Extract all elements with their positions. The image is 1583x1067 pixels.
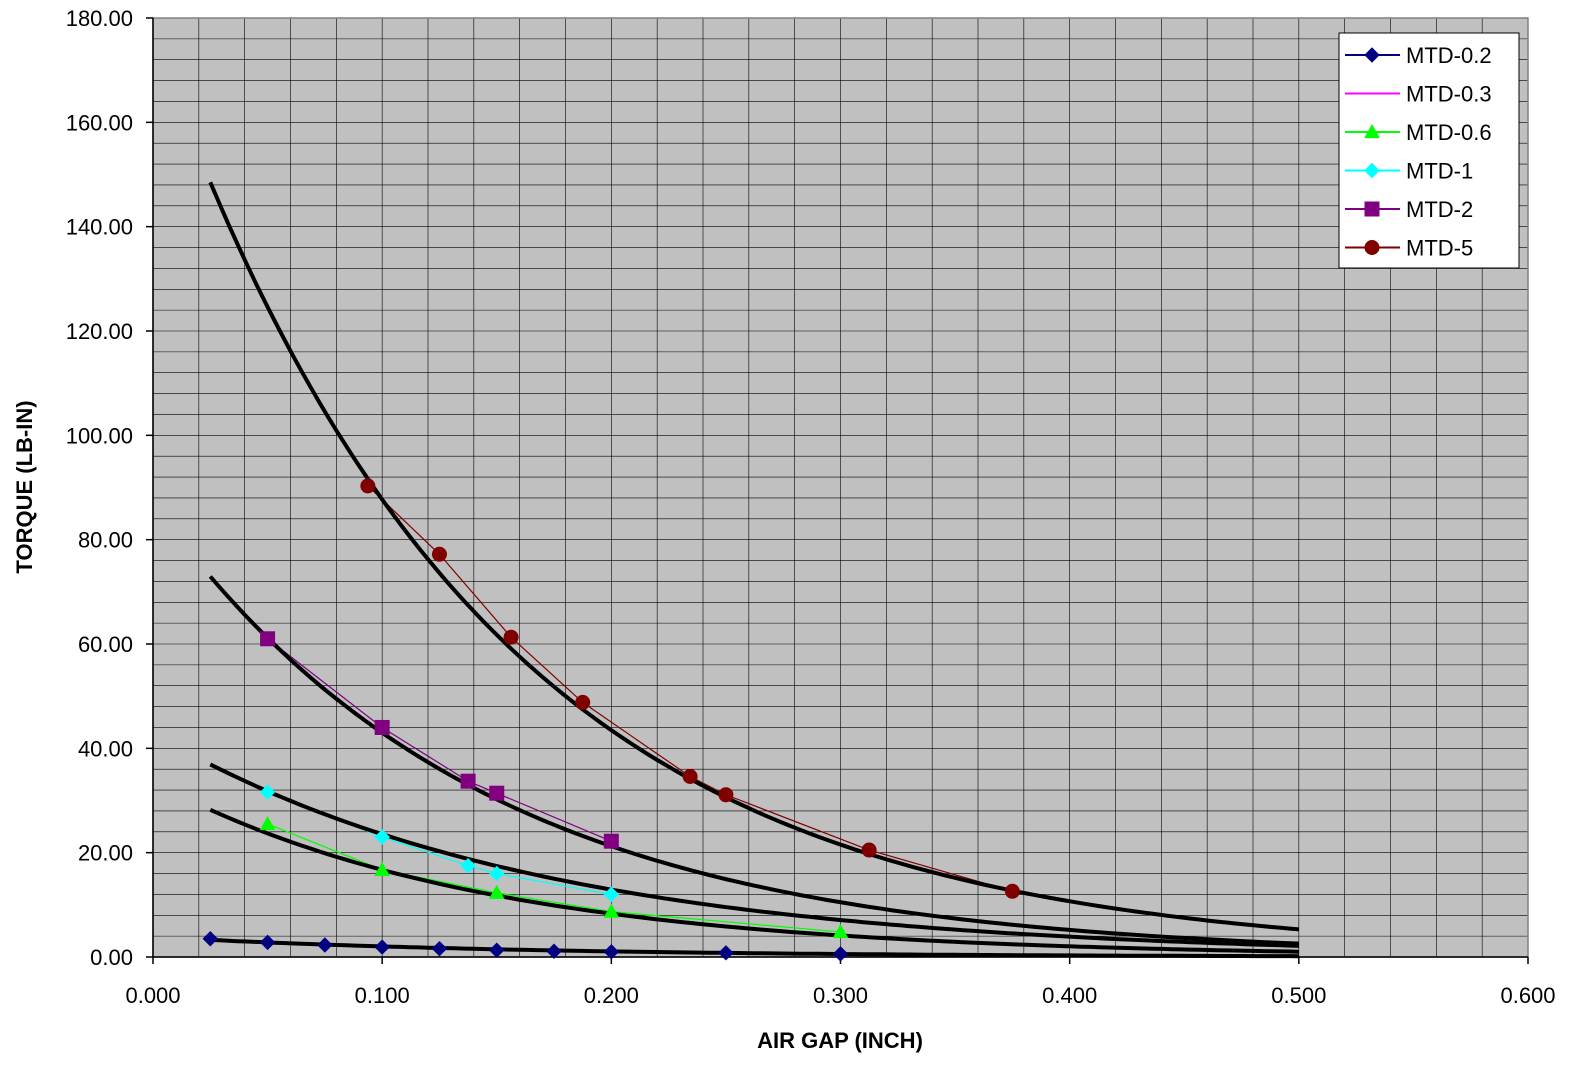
x-axis-title: AIR GAP (INCH) xyxy=(757,1028,923,1053)
data-point xyxy=(488,884,505,899)
data-point xyxy=(460,858,476,874)
data-point xyxy=(603,903,620,918)
data-point xyxy=(832,923,849,939)
series-line xyxy=(367,485,1013,892)
trendlines xyxy=(208,181,1299,959)
y-tick-label: 140.00 xyxy=(66,215,133,240)
legend-marker xyxy=(1364,240,1380,255)
x-axis-ticks: 0.000 0.100 0.200 0.300 0.400 0.500 0.600 xyxy=(125,957,1556,1008)
data-point xyxy=(718,945,734,961)
legend-label: MTD-0.6 xyxy=(1406,120,1492,145)
legend-marker xyxy=(1364,47,1380,63)
trendline xyxy=(209,762,1299,948)
y-tick-label: 40.00 xyxy=(78,736,133,761)
data-point xyxy=(489,785,505,801)
x-tick-label: 0.000 xyxy=(125,983,180,1008)
data-point xyxy=(460,773,476,789)
trendline xyxy=(209,807,1299,954)
legend-label: MTD-5 xyxy=(1406,236,1473,261)
legend-label: MTD-0.3 xyxy=(1406,82,1492,107)
y-tick-label: 180.00 xyxy=(66,6,133,31)
legend-marker xyxy=(1364,201,1380,217)
data-point xyxy=(575,694,591,710)
data-point xyxy=(682,769,698,785)
y-tick-label: 160.00 xyxy=(66,110,133,135)
y-tick-label: 80.00 xyxy=(78,528,133,553)
trendline xyxy=(210,937,1299,959)
data-point xyxy=(260,631,276,647)
x-tick-label: 0.200 xyxy=(584,983,639,1008)
data-point xyxy=(374,939,390,955)
data-point xyxy=(603,886,620,903)
data-point xyxy=(431,546,447,562)
data-point xyxy=(489,942,505,958)
data-markers xyxy=(202,478,1020,962)
data-point xyxy=(1004,883,1020,899)
legend-marker xyxy=(1364,123,1380,139)
data-point xyxy=(503,629,519,645)
x-tick-label: 0.300 xyxy=(813,983,868,1008)
data-point xyxy=(259,784,276,800)
data-point xyxy=(317,937,333,953)
data-point xyxy=(546,943,562,959)
y-axis-title: TORQUE (LB-IN) xyxy=(12,400,37,573)
legend-box xyxy=(1338,32,1520,269)
data-point xyxy=(431,940,448,957)
legend-label: MTD-0.2 xyxy=(1406,43,1492,68)
x-tick-label: 0.600 xyxy=(1500,983,1555,1008)
x-tick-label: 0.100 xyxy=(355,983,410,1008)
data-point xyxy=(202,931,218,947)
legend: MTD-0.2 MTD-0.3 MTD-0.6 MTD-1 MTD-2 MTD-5 xyxy=(1338,32,1520,269)
data-point xyxy=(718,787,734,803)
data-point xyxy=(374,719,390,735)
trendline xyxy=(208,181,1299,932)
data-point xyxy=(374,861,391,876)
legend-marker xyxy=(1364,162,1380,179)
legend-label: MTD-1 xyxy=(1406,159,1473,184)
y-tick-label: 20.00 xyxy=(78,841,133,866)
data-point xyxy=(374,829,390,845)
data-point xyxy=(603,944,620,960)
legend-label: MTD-2 xyxy=(1406,197,1473,222)
data-point xyxy=(603,833,619,849)
data-point xyxy=(489,865,505,882)
trendline xyxy=(208,575,1299,946)
data-point xyxy=(259,815,276,831)
data-point xyxy=(259,934,276,951)
x-tick-label: 0.500 xyxy=(1271,983,1326,1008)
data-point xyxy=(832,946,849,962)
y-axis-ticks: 0.00 20.00 40.00 60.00 80.00 100.00 120.00 140.… xyxy=(66,6,153,970)
y-tick-label: 120.00 xyxy=(66,319,133,344)
y-tick-label: 60.00 xyxy=(78,632,133,657)
x-tick-label: 0.400 xyxy=(1042,983,1097,1008)
data-point xyxy=(360,478,376,494)
data-point xyxy=(861,842,877,858)
grid xyxy=(153,18,1528,957)
y-tick-label: 100.00 xyxy=(66,423,133,448)
y-tick-label: 0.00 xyxy=(90,945,133,970)
